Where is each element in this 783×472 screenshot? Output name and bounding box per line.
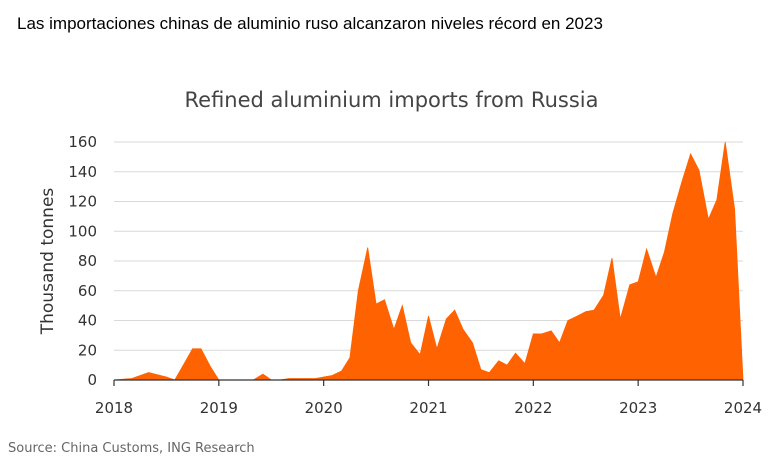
x-tick-label: 2022 bbox=[514, 399, 552, 417]
y-tick-label: 40 bbox=[78, 312, 97, 330]
y-tick-label: 140 bbox=[68, 163, 97, 181]
y-tick-label: 0 bbox=[87, 371, 97, 389]
headline: Las importaciones chinas de aluminio rus… bbox=[17, 14, 603, 33]
x-tick-label: 2021 bbox=[409, 399, 447, 417]
y-tick-label: 100 bbox=[68, 222, 97, 240]
x-tick-label: 2018 bbox=[95, 399, 133, 417]
y-tick-label: 80 bbox=[78, 252, 97, 270]
y-tick-label: 60 bbox=[78, 282, 97, 300]
y-axis-title: Thousand tonnes bbox=[38, 188, 58, 336]
chart-title: Refined aluminium imports from Russia bbox=[184, 88, 599, 112]
x-tick-label: 2020 bbox=[305, 399, 343, 417]
source-note: Source: China Customs, ING Research bbox=[8, 441, 255, 456]
y-tick-label: 120 bbox=[68, 193, 97, 211]
y-axis-ticks: 0 20 40 60 80 100 120 140 160 bbox=[68, 133, 97, 389]
y-tick-label: 160 bbox=[68, 133, 97, 151]
x-tick-label: 2024 bbox=[724, 399, 762, 417]
x-axis-ticks: 2018 2019 2020 2021 2022 2023 2024 bbox=[95, 380, 762, 417]
x-tick-label: 2019 bbox=[200, 399, 238, 417]
x-tick-label: 2023 bbox=[619, 399, 657, 417]
y-tick-label: 20 bbox=[78, 341, 97, 359]
